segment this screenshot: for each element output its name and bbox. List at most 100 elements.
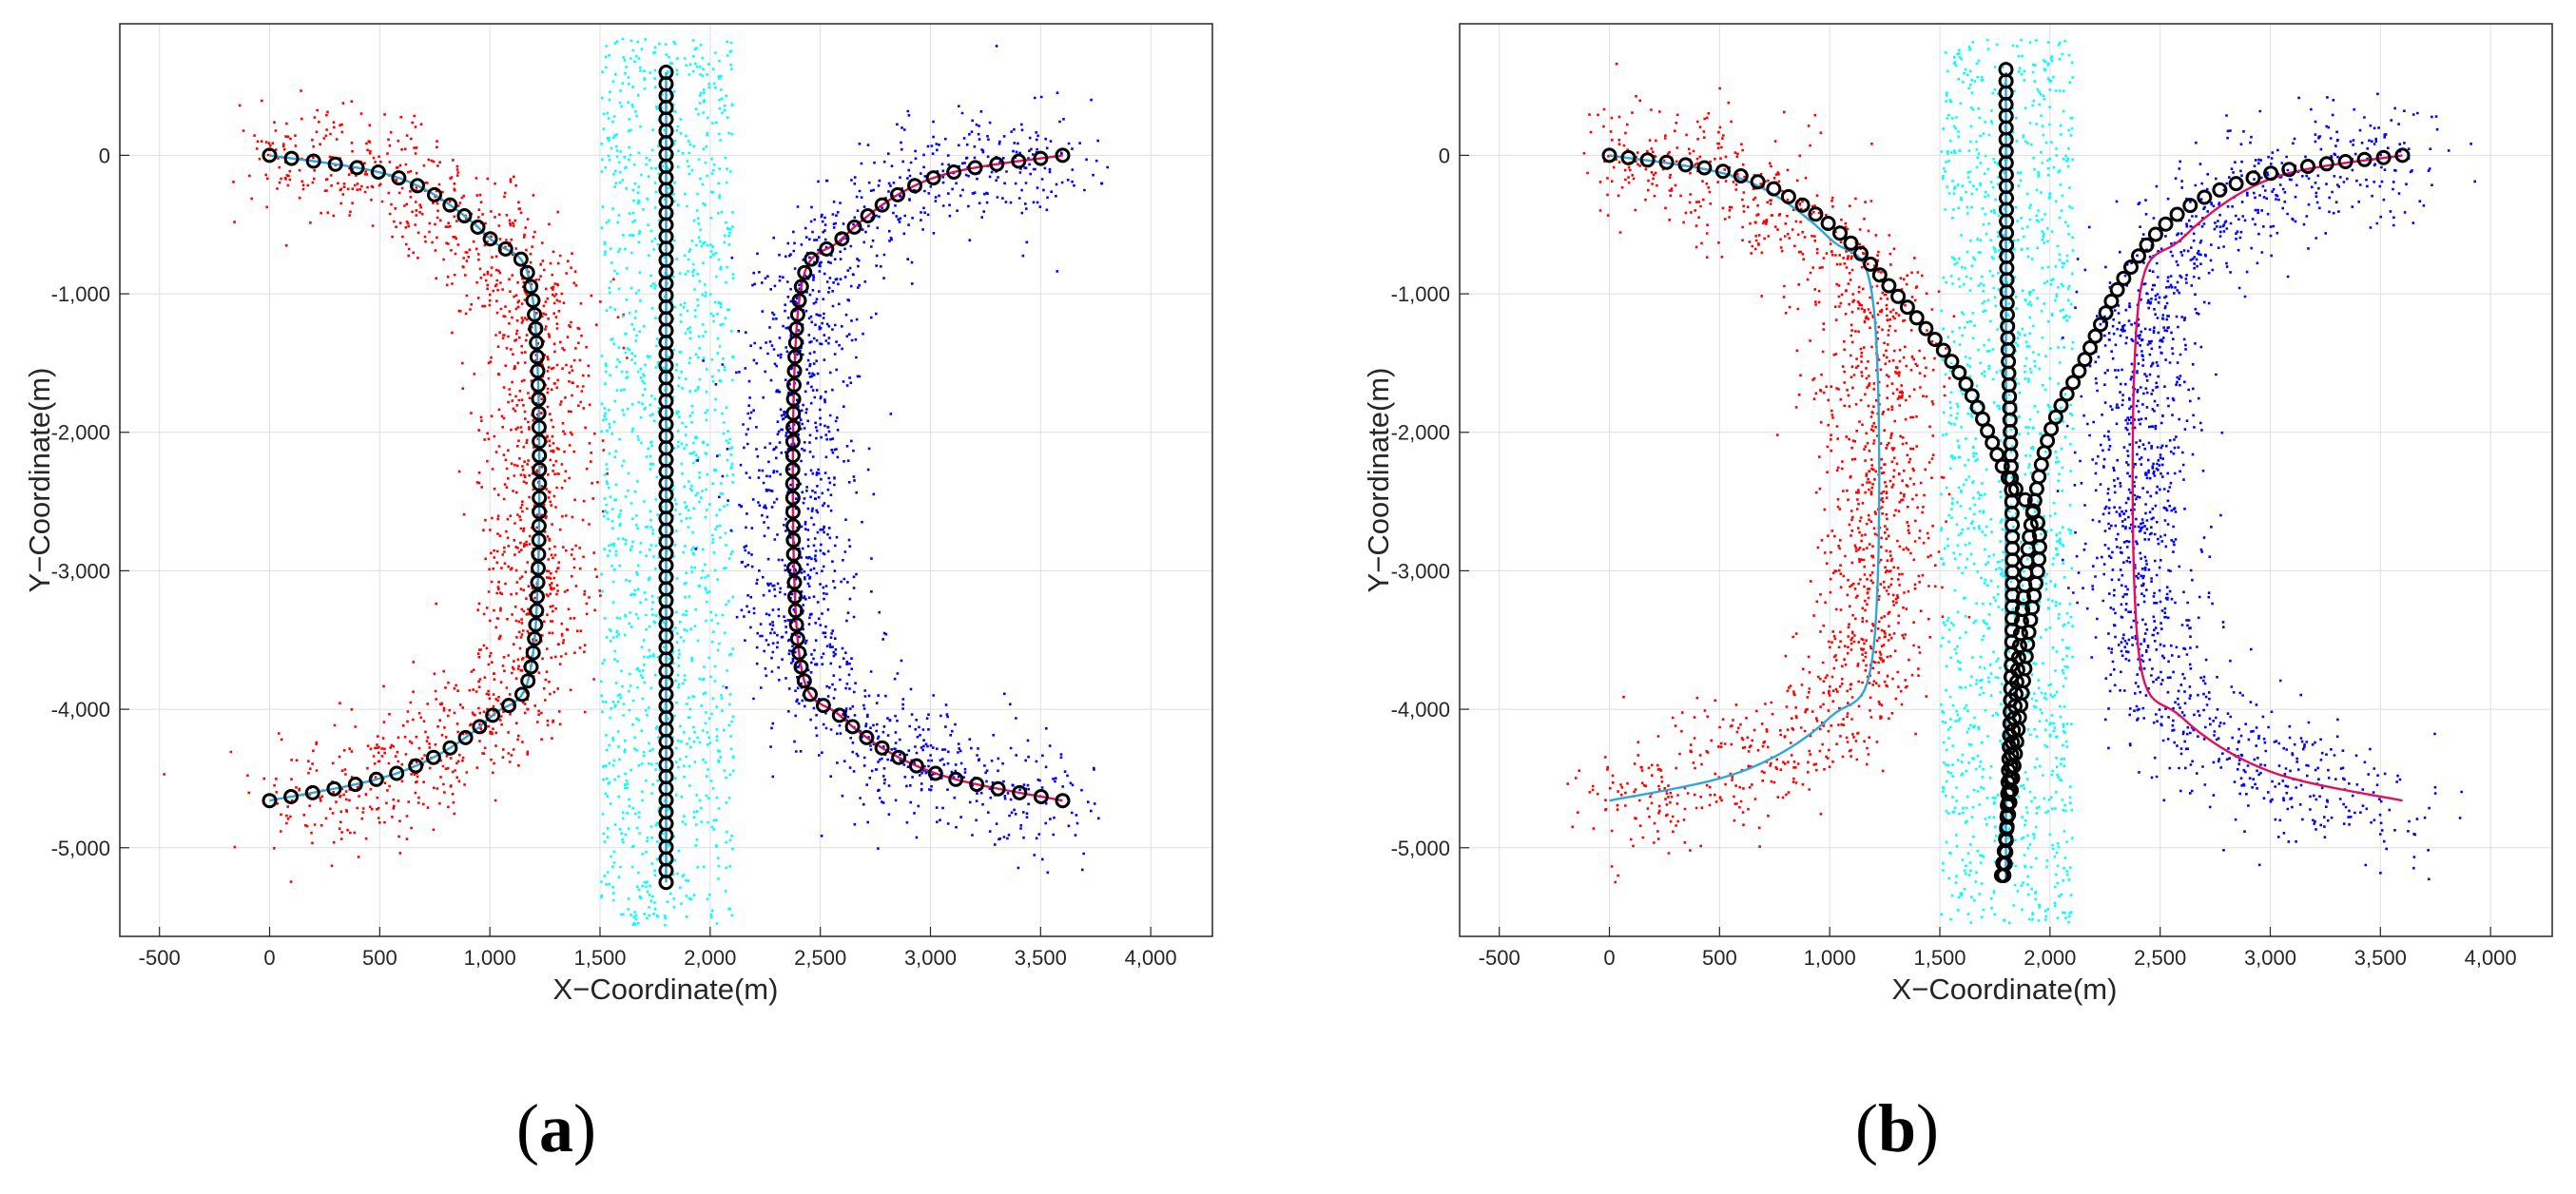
panel-a-estimate-marker (530, 574, 546, 590)
panel-b-estimate-marker (2139, 237, 2155, 253)
panel-a-estimate-marker (785, 532, 802, 549)
panel-a-estimate-marker (784, 504, 801, 520)
panel-b-estimate-marker (2281, 162, 2297, 178)
panel-a-y-tick-label: -1,000 (51, 282, 110, 306)
panel-b-estimate-marker (2103, 293, 2120, 309)
panel-b-estimate-marker (1996, 867, 2012, 883)
panel-a-axes-box (119, 23, 1213, 937)
panel-a-estimate-marker (531, 532, 547, 549)
panel-a-estimate-marker (788, 617, 804, 633)
panel-a-estimate-marker (501, 698, 517, 714)
panel-b-estimate-marker (2123, 260, 2139, 275)
panel-b-estimate-marker (1766, 181, 1782, 197)
panel-a-estimate-marker (784, 433, 801, 450)
panel-a-x-tick-label: 3,500 (1015, 946, 1067, 970)
panel-a-estimate-marker (793, 659, 809, 675)
panel-b-axes-box (1459, 23, 2553, 937)
panel-a-estimate-marker (305, 153, 321, 169)
panel-a-x-tick-label: -500 (139, 946, 181, 970)
panel-a-estimate-marker (787, 588, 803, 605)
panel-a-estimate-marker (261, 147, 278, 164)
panel-b-estimate-marker (2263, 165, 2279, 182)
panel-a-estimate-marker (531, 518, 547, 534)
panel-b-estimate-marker (1951, 365, 1967, 380)
panel-a-y-tick-label: -5,000 (51, 837, 110, 860)
panel-a-estimate-marker (797, 264, 813, 280)
panel-a-estimate-marker (786, 560, 802, 576)
panel-a-estimate-markers (261, 65, 1071, 891)
panel-a-estimate-marker (785, 391, 802, 407)
panel-b-x-tick-label: -500 (1479, 946, 1520, 970)
panel-b-x-tick-label: 500 (1702, 946, 1737, 970)
panel-a-estimate-marker (796, 673, 812, 689)
panel-a-estimate-marker (787, 349, 804, 365)
panel-a-estimate-marker (531, 391, 547, 407)
panel-a-estimate-marker (427, 186, 442, 202)
panel-a-estimate-marker (349, 160, 365, 176)
panel-b-cyan-measurements (1940, 38, 2075, 924)
panel-a-estimate-marker (784, 462, 801, 477)
panel-b-estimate-marker (1750, 174, 1766, 190)
panel-b-estimate-marker (1935, 342, 1951, 358)
panel-a-estimate-marker (819, 241, 835, 257)
panel-b-estimate-marker (2394, 147, 2411, 164)
panel-a-estimate-marker (791, 293, 807, 309)
panel-b-estimate-marker (1863, 256, 1879, 272)
panel-a-estimate-marker (890, 186, 905, 202)
panel-a-estimate-marker (485, 707, 501, 723)
panel-a-estimate-marker (327, 156, 343, 172)
panel-a-x-tick-label: 2,500 (794, 946, 846, 970)
panel-a-estimate-marker (527, 306, 543, 322)
panel-a-estimate-marker (520, 673, 536, 689)
panel-a-estimate-marker (874, 197, 890, 213)
panel-a-estimate-marker (834, 231, 850, 247)
panel-a-estimate-marker (523, 279, 539, 295)
panel-a-estimate-marker (874, 740, 890, 756)
panel-a-estimate-marker (531, 377, 546, 393)
panel-b-estimate-marker (2375, 149, 2392, 165)
panel-a-estimate-marker (532, 433, 548, 450)
panel-a-estimate-marker (529, 335, 545, 351)
panel-a-estimate-marker (785, 518, 802, 534)
panel-b-blue-target-true-track (2131, 154, 2403, 802)
panel-a-estimate-marker (283, 150, 300, 166)
panel-b-x-tick-label: 3,500 (2354, 946, 2407, 970)
panel-a: -500 0 500 1,000 1,500 2,000 2,500 3,000 3,500 4,… (23, 23, 1213, 1166)
panel-a-estimate-marker (908, 758, 924, 774)
panel-b-estimate-marker (1843, 235, 1859, 251)
panel-a-estimate-marker (786, 574, 803, 590)
panel-a-x-tick-label: 4,000 (1125, 946, 1177, 970)
panel-a-estimate-marker (1055, 147, 1071, 164)
panel-b-estimate-marker (2300, 159, 2315, 174)
panel-b-y-tick-label: -2,000 (1391, 421, 1450, 445)
panel-b-x-tick-label: 1,500 (1913, 946, 1966, 970)
panel-b-blue-measurements-dots (2056, 92, 2476, 881)
panel-a-estimate-marker (891, 749, 907, 765)
panel-a-x-tick-label: 3,000 (904, 946, 957, 970)
panel-a-estimate-marker (531, 405, 547, 421)
panel-b-y-tick-label: -5,000 (1391, 837, 1450, 860)
panel-a-estimate-marker (442, 197, 458, 213)
panel-b-estimate-marker (1899, 299, 1915, 316)
panel-a-estimate-marker (831, 707, 847, 723)
panel-b-estimate-marker (2077, 352, 2093, 368)
panel-b-estimate-marker (1820, 216, 1836, 231)
panel-a-estimate-marker (527, 630, 543, 646)
panel-a-estimate-marker (785, 419, 802, 435)
panel-b-estimate-marker (2059, 386, 2075, 402)
panel-b-estimate-marker (2228, 176, 2244, 192)
panel-b-label: (b) (1855, 1090, 1939, 1166)
panel-a-estimate-marker (969, 777, 985, 793)
panel-b-x-tick-label: 2,000 (2024, 946, 2076, 970)
panel-b-estimate-marker (1881, 278, 1897, 294)
panel-a-x-tick-label: 500 (362, 946, 397, 970)
panel-a-estimate-marker (425, 749, 441, 765)
panel-b-blue-measurements (2056, 92, 2476, 881)
panel-a-estimate-marker (442, 740, 458, 756)
panel-b-estimate-marker (1918, 320, 1934, 337)
panel-a-estimate-marker (789, 306, 805, 322)
panel-a-estimate-marker (529, 349, 545, 365)
panel-a-blue-measurements-dots (694, 45, 1109, 875)
panel-a-estimate-marker (1033, 789, 1049, 804)
panel-a-estimate-marker (786, 363, 803, 379)
